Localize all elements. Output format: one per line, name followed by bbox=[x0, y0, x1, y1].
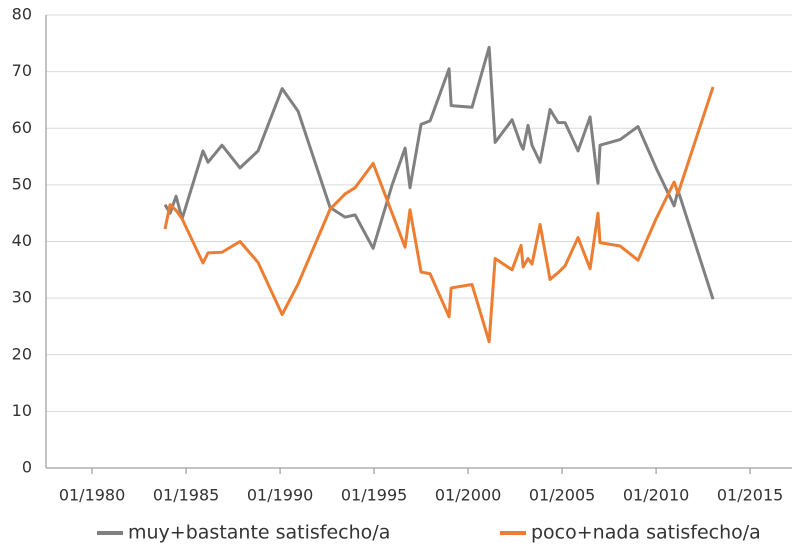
series-line bbox=[163, 45, 715, 300]
y-tick-label: 0 bbox=[22, 458, 32, 477]
x-tick-label: 01/1985 bbox=[153, 486, 219, 505]
x-tick-label: 01/1990 bbox=[247, 486, 313, 505]
y-tick-label: 40 bbox=[12, 231, 32, 250]
x-tick-label: 01/2000 bbox=[435, 486, 501, 505]
x-tick-label: 01/1980 bbox=[59, 486, 125, 505]
x-tick-label: 01/2005 bbox=[529, 486, 595, 505]
y-tick-label: 20 bbox=[12, 344, 32, 363]
y-tick-label: 80 bbox=[12, 5, 32, 24]
x-tick-label: 01/2015 bbox=[717, 486, 783, 505]
y-tick-label: 70 bbox=[12, 61, 32, 80]
y-tick-label: 10 bbox=[12, 401, 32, 420]
legend-label: poco+nada satisfecho/a bbox=[531, 522, 761, 544]
y-tick-label: 30 bbox=[12, 288, 32, 307]
series-line bbox=[163, 86, 715, 344]
legend-label: muy+bastante satisfecho/a bbox=[128, 522, 390, 544]
y-tick-label: 50 bbox=[12, 174, 32, 193]
x-tick-label: 01/1995 bbox=[341, 486, 407, 505]
y-tick-label: 60 bbox=[12, 118, 32, 137]
x-tick-label: 01/2010 bbox=[623, 486, 689, 505]
